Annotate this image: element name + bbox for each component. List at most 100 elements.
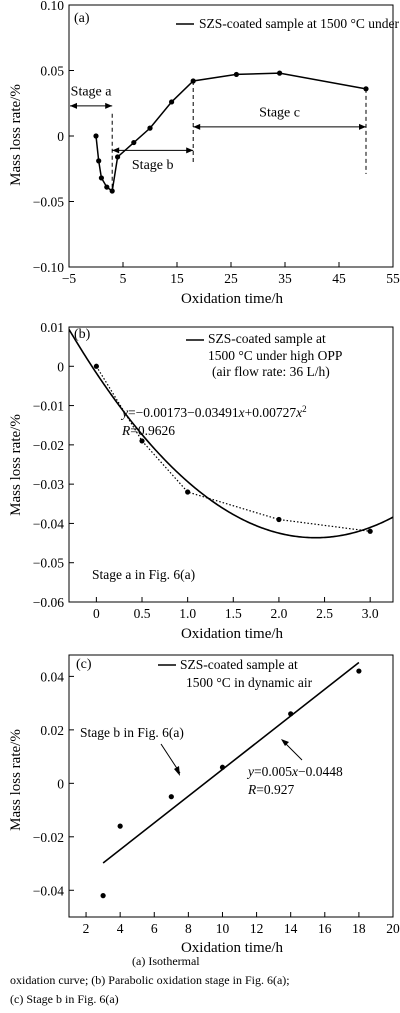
- x-tick-label: 25: [224, 271, 238, 286]
- data-point: [277, 70, 283, 76]
- fit-curve: [69, 328, 393, 539]
- data-point: [104, 184, 110, 190]
- data-point: [363, 86, 369, 92]
- eq-mid: −0.0448: [298, 764, 343, 779]
- y-tick-label: 0.10: [40, 0, 64, 13]
- data-point: [131, 139, 137, 146]
- legend-line-3: (air flow rate: 36 L/h): [212, 364, 330, 379]
- legend-line-2: 1500 °C in dynamic air: [186, 675, 313, 690]
- r-body: =0.9626: [130, 423, 175, 438]
- x-tick-label: 18: [352, 921, 366, 936]
- plot-frame: [68, 654, 394, 918]
- data-point: [356, 668, 362, 674]
- y-tick-label: 0.04: [40, 669, 64, 684]
- y-tick-label: −0.01: [33, 399, 64, 414]
- y-axis-label: Mass loss rate/%: [8, 414, 24, 516]
- data-point: [115, 154, 121, 160]
- y-tick-label: −0.05: [33, 556, 64, 571]
- stage-arrowhead: [186, 147, 194, 154]
- stage-arrowhead: [359, 123, 366, 130]
- eq-mid: +0.00727: [245, 405, 297, 420]
- x-tick-label: 45: [332, 271, 346, 286]
- y-tick-label: 0.05: [40, 64, 64, 79]
- eq-x1: x: [291, 764, 298, 779]
- data-point: [185, 489, 191, 495]
- data-point: [139, 438, 145, 444]
- fit-line: [102, 661, 360, 864]
- eq-x1: x: [238, 405, 245, 420]
- figure: −5 5 15 25 35 45 55 −0.10 −0.05 0 0.05 0.10 Stage a S…: [8, 0, 400, 956]
- stage-arrowhead: [193, 123, 201, 130]
- y-tick-label: −0.03: [33, 477, 64, 492]
- x-tick-label: −5: [62, 271, 77, 286]
- x-tick-label: 15: [170, 271, 184, 286]
- stage-note: Stage a in Fig. 6(a): [92, 567, 195, 582]
- data-point: [100, 893, 106, 899]
- r-lhs: R: [247, 782, 257, 797]
- series-line: [95, 72, 367, 193]
- stage-label: Stage b: [132, 158, 174, 173]
- y-tick-label: −0.04: [33, 883, 64, 898]
- x-tick-label: 0.5: [134, 606, 151, 621]
- stage-arrowhead: [105, 102, 113, 109]
- x-axis-label: Oxidation time/h: [181, 626, 284, 642]
- y-tick-label: 0.01: [40, 320, 64, 335]
- x-tick-label: 16: [318, 921, 332, 936]
- x-tick-label: 14: [284, 921, 298, 936]
- y-tick-label: 0: [57, 359, 64, 374]
- data-point: [117, 823, 123, 829]
- data-point: [367, 528, 373, 534]
- y-tick-label: −0.10: [33, 260, 64, 275]
- legend-line-1: SZS-coated sample at: [208, 331, 326, 346]
- data-point: [233, 71, 239, 78]
- plot-frame: [68, 326, 394, 603]
- fit-equation: y=−0.00173−0.03491x+0.00727x2: [120, 404, 307, 420]
- legend-label: SZS-coated sample at 1500 °C under high …: [199, 16, 400, 31]
- r-lhs: R: [121, 423, 131, 438]
- fit-arrowhead: [281, 739, 289, 746]
- x-tick-label: 55: [386, 271, 400, 286]
- fit-equation: y=0.005x−0.0448: [246, 764, 343, 779]
- eq-body: =0.005: [254, 764, 292, 779]
- r-body: =0.927: [256, 782, 294, 797]
- y-axis-label: Mass loss rate/%: [8, 84, 24, 186]
- x-tick-label: 35: [278, 271, 292, 286]
- caption-line-3: (c) Stage b in Fig. 6(a): [10, 992, 119, 1006]
- x-tick-label: 2: [83, 921, 90, 936]
- data-point: [109, 188, 115, 194]
- y-tick-label: −0.05: [33, 195, 64, 210]
- plot-frame: [68, 4, 394, 268]
- caption-line-1: (a) Isothermal: [132, 954, 200, 968]
- data-point: [96, 158, 102, 164]
- x-tick-label: 20: [386, 921, 400, 936]
- data-point: [288, 711, 294, 717]
- x-axis-label: Oxidation time/h: [181, 940, 284, 956]
- eq-x2: x: [295, 405, 302, 420]
- x-tick-label: 1.5: [225, 606, 242, 621]
- stage-label: Stage a: [71, 84, 113, 99]
- x-tick-label: 0: [93, 606, 100, 621]
- y-tick-label: −0.04: [33, 516, 64, 531]
- eq-body: =−0.00173−0.03491: [128, 405, 239, 420]
- eq-lhs: y: [246, 764, 254, 779]
- panel-label: (b): [74, 327, 91, 342]
- x-tick-label: 10: [216, 921, 230, 936]
- x-axis-label: Oxidation time/h: [181, 291, 284, 307]
- eq-sup: 2: [302, 404, 307, 414]
- y-tick-label: −0.06: [33, 595, 64, 610]
- data-point: [147, 125, 153, 131]
- panel-b: 0 0.5 1.0 1.5 2.0 2.5 3.0 −0.06 −0.05 −0.04 −0.03 −…: [8, 320, 394, 642]
- x-tick-label: 2.0: [270, 606, 287, 621]
- stage-note: Stage b in Fig. 6(a): [80, 725, 184, 740]
- x-tick-label: 4: [117, 921, 124, 936]
- x-tick-label: 3.0: [362, 606, 379, 621]
- stage-label: Stage c: [259, 105, 300, 120]
- x-tick-label: 12: [250, 921, 264, 936]
- data-point: [219, 764, 226, 770]
- data-point: [93, 133, 99, 139]
- data-point: [276, 516, 282, 523]
- legend-line-1: SZS-coated sample at: [180, 657, 298, 672]
- y-tick-label: −0.02: [33, 438, 64, 453]
- data-point: [98, 175, 104, 181]
